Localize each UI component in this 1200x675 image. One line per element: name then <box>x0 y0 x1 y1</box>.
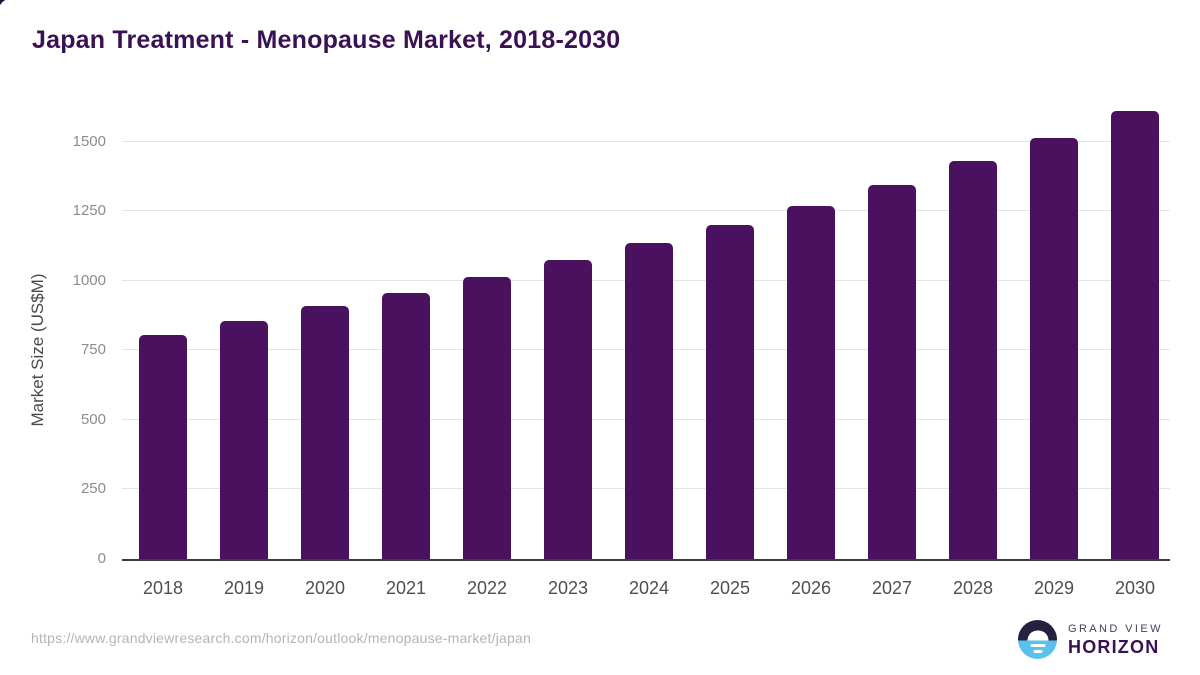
y-tick-label-750: 750 <box>80 341 106 359</box>
sun-dome-shape <box>1027 630 1048 641</box>
bar-2026 <box>787 205 835 559</box>
frame-corner-ornament <box>0 667 8 675</box>
x-tick-label-2027: 2027 <box>871 578 913 598</box>
bar-2019 <box>220 321 268 559</box>
x-tick-label-2028: 2028 <box>952 578 994 598</box>
brand-wordmark: GRAND VIEW HORIZON <box>1068 623 1163 657</box>
brand-logo: GRAND VIEW HORIZON <box>1018 620 1163 659</box>
horizon-sun-icon <box>1018 620 1057 659</box>
bar-2024 <box>625 243 673 559</box>
brand-name-bottom: HORIZON <box>1068 636 1160 657</box>
gridline-1250 <box>122 210 1170 212</box>
x-tick-label-2026: 2026 <box>790 578 832 598</box>
bar-2021 <box>382 293 430 559</box>
chart-title: Japan Treatment - Menopause Market, 2018… <box>32 26 621 54</box>
brand-name-top: GRAND VIEW <box>1068 622 1163 635</box>
bar-2029 <box>1030 137 1078 559</box>
y-tick-label-500: 500 <box>80 410 106 428</box>
x-tick-label-2020: 2020 <box>304 578 346 598</box>
bar-2022 <box>463 276 511 559</box>
gridline-1500 <box>122 140 1170 142</box>
y-tick-label-1000: 1000 <box>72 271 106 289</box>
source-url-text: https://www.grandviewresearch.com/horizo… <box>31 630 531 646</box>
sun-reflection-line <box>1033 649 1042 653</box>
plot-area: 0 250 500 750 1000 1250 1500 2018 2019 2020 2021 20… <box>73 100 1170 598</box>
bar-2020 <box>301 305 349 559</box>
x-tick-label-2030: 2030 <box>1114 578 1156 598</box>
bar-2030 <box>1111 111 1159 559</box>
bar-2028 <box>949 161 997 559</box>
y-tick-label-1250: 1250 <box>72 202 106 220</box>
x-tick-label-2021: 2021 <box>385 578 427 598</box>
x-tick-label-2018: 2018 <box>142 578 184 598</box>
bar-2027 <box>868 184 916 559</box>
y-tick-label-250: 250 <box>80 480 106 498</box>
frame-corner-ornament <box>1190 665 1200 675</box>
y-axis-title: Market Size (US$M) <box>28 273 47 427</box>
frame-corner-ornament <box>1190 0 1200 10</box>
bar-2025 <box>706 225 754 559</box>
x-tick-label-2024: 2024 <box>628 578 670 598</box>
y-tick-label-0: 0 <box>97 550 106 567</box>
x-tick-label-2023: 2023 <box>547 578 589 598</box>
x-tick-label-2029: 2029 <box>1033 578 1075 598</box>
frame-corner-ornament <box>0 0 15 15</box>
bar-2018 <box>139 335 187 559</box>
x-tick-label-2019: 2019 <box>223 578 265 598</box>
sun-reflection-line <box>1030 643 1045 647</box>
x-tick-label-2022: 2022 <box>466 578 508 598</box>
bar-2023 <box>544 259 592 559</box>
x-tick-label-2025: 2025 <box>709 578 751 598</box>
y-tick-label-1500: 1500 <box>72 132 106 150</box>
